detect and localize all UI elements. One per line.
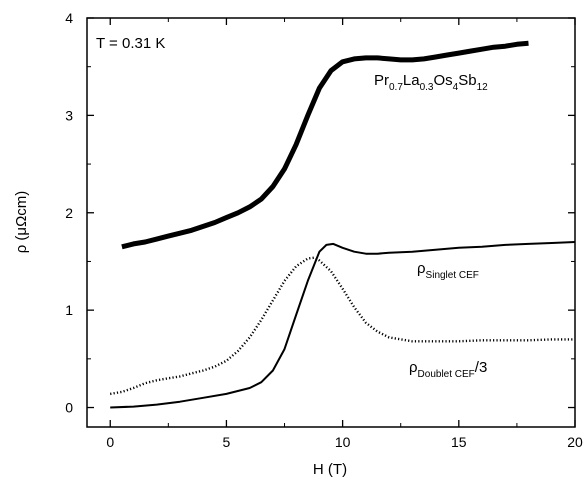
singlet-rho: ρ [417, 260, 426, 277]
singlet-sub: Singlet CEF [426, 270, 479, 281]
doublet-annotation: ρDoublet CEF/3 [409, 359, 487, 380]
y-axis-title: ρ (μΩcm) [13, 191, 30, 254]
x-tick-label: 15 [451, 434, 467, 450]
x-tick-label: 10 [335, 434, 351, 450]
compound-annotation: Pr0.7La0.3Os4Sb12 [374, 72, 488, 93]
x-tick-label: 0 [106, 434, 114, 450]
y-tick-label: 1 [65, 302, 73, 318]
data-series [109, 40, 576, 409]
series-line-1 [121, 40, 529, 250]
y-tick-label: 3 [65, 107, 73, 123]
compound-sb: Sb [458, 72, 476, 89]
y-tick-label: 2 [65, 205, 73, 221]
compound-os-sub: 4 [453, 82, 459, 93]
compound-la: La [403, 72, 420, 89]
y-tick-label: 4 [65, 10, 73, 26]
doublet-suffix: /3 [475, 359, 488, 376]
compound-os: Os [434, 72, 453, 89]
singlet-annotation: ρSinglet CEF [417, 260, 479, 281]
x-axis-title: H (T) [313, 461, 347, 478]
x-tick-label: 20 [567, 434, 583, 450]
x-tick-label: 5 [223, 434, 231, 450]
compound-la-sub: 0.3 [420, 82, 434, 93]
plot-frame [86, 17, 576, 428]
compound-pr: Pr [374, 72, 389, 89]
series-line-2 [110, 241, 576, 409]
temperature-annotation: T = 0.31 K [96, 35, 165, 52]
doublet-sub: Doublet CEF [418, 369, 475, 380]
series-line-3 [109, 256, 575, 396]
compound-sb-sub: 12 [477, 82, 489, 93]
compound-pr-sub: 0.7 [389, 82, 403, 93]
y-tick-label: 0 [65, 400, 73, 416]
doublet-rho: ρ [409, 359, 418, 376]
